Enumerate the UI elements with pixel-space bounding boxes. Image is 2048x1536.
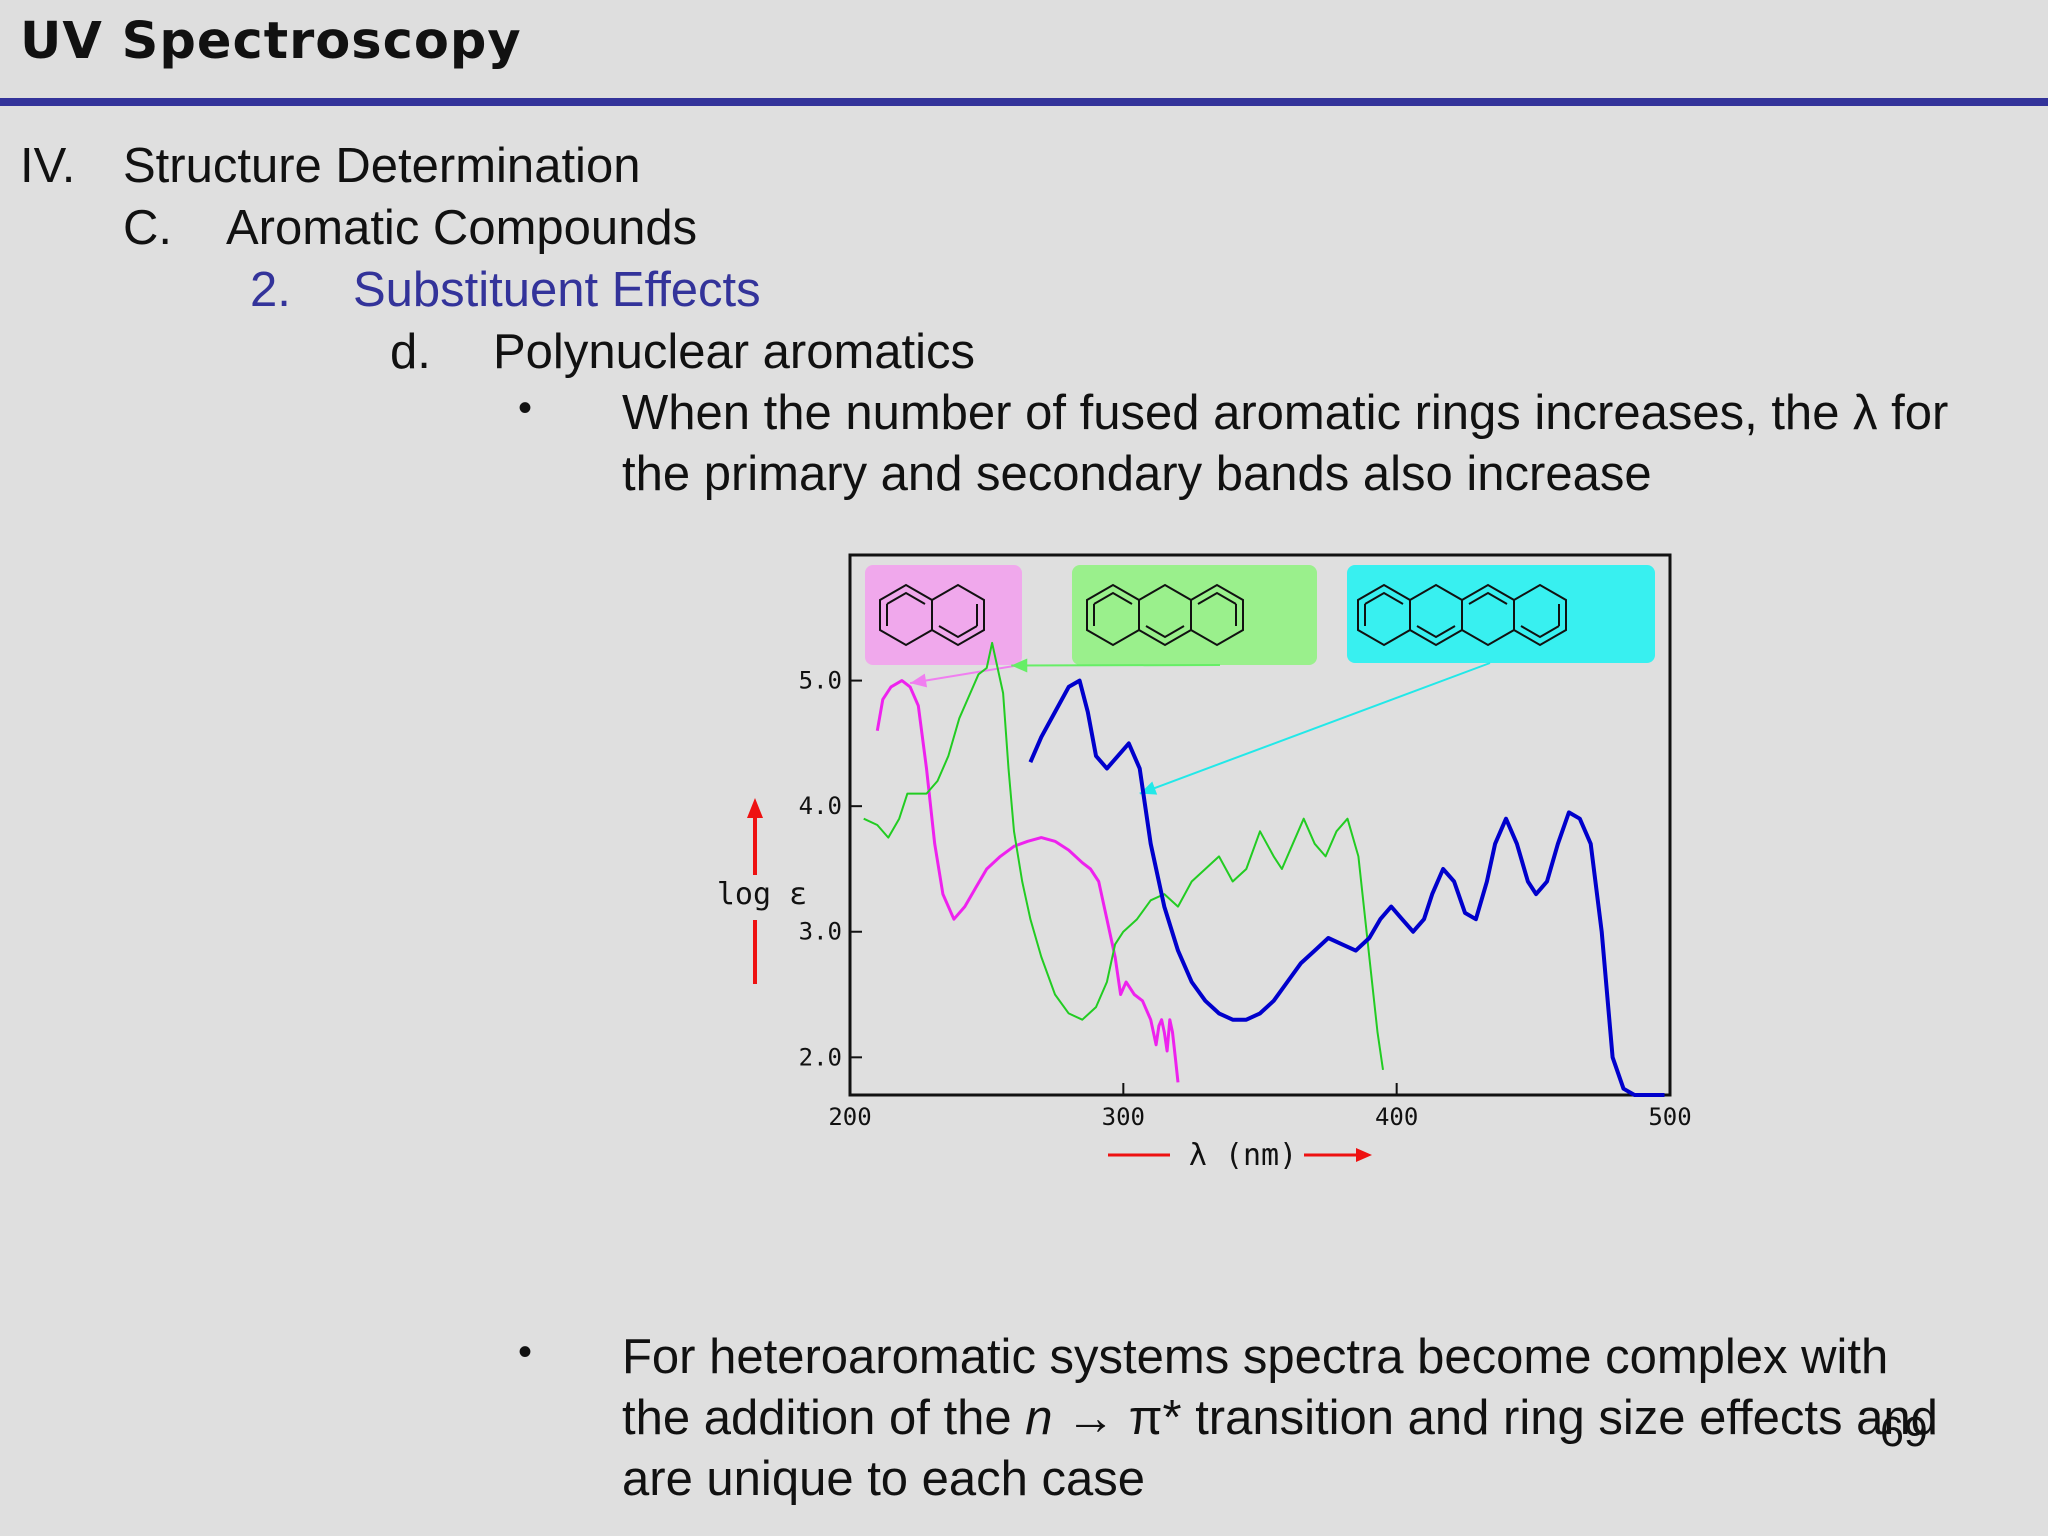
pointer-arrowhead-icon [910,673,928,688]
outline-level-4-text: Polynuclear aromatics [493,325,976,379]
bullet-line: the primary and secondary bands also inc… [622,447,1652,501]
pointer-arrows [909,658,1491,795]
header-rule [0,98,2048,106]
y-axis-arrowhead-icon [747,798,763,818]
bullet-line: the addition of the n → π* transition an… [622,1388,2022,1449]
page-number: 69 [1880,1408,1928,1456]
naphthalene-box [865,565,1022,665]
x-tick-label: 200 [828,1103,871,1131]
y-tick-label: 4.0 [799,792,842,820]
y-tick-label: 2.0 [799,1043,842,1071]
anthracene-box [1072,565,1317,665]
slide-header: UV Spectroscopy [0,0,2048,100]
y-tick-label: 3.0 [799,918,842,946]
bullet-line: are unique to each case [622,1452,1146,1506]
y-tick-label: 5.0 [799,667,842,695]
outline-level-4-number: d. [390,325,431,379]
bullet-line: For heteroaromatic systems spectra becom… [622,1330,1889,1384]
outline-level-1-number: IV. [20,139,76,193]
x-axis-ticks: 200 300 400 500 [828,1083,1692,1131]
spectrum-series [863,641,1665,1097]
bullet-text: For heteroaromatic systems spectra becom… [622,1327,2022,1510]
pointer-line [909,664,1021,685]
outline-level-2-text: Aromatic Compounds [226,201,698,255]
x-axis-arrowhead-icon [1356,1148,1372,1162]
x-tick-label: 500 [1648,1103,1691,1131]
outline-level-3-number: 2. [250,263,291,317]
pointer-line [1011,664,1221,667]
outline-level-3-text: Substituent Effects [353,263,761,317]
uv-spectra-figure: 200 300 400 500 2.0 3.0 4.0 5.0 λ (nm) log ε [717,553,1692,1173]
italic-n: n [1025,1391,1053,1445]
x-tick-label: 300 [1102,1103,1145,1131]
bullet-marker: • [518,1330,533,1374]
transition-arrow: → [1066,1391,1116,1445]
y-axis-label: log ε [717,877,807,912]
outline-level-1-text: Structure Determination [123,139,641,193]
tetracene-structure [1347,565,1655,663]
tetracene-box [1347,565,1655,663]
bullet-line: When the number of fused aromatic rings … [622,386,1949,440]
naphthalene-structure [865,565,1022,665]
bullet-marker: • [518,386,533,430]
y-axis-ticks: 2.0 3.0 4.0 5.0 [799,667,862,1071]
pointer-line [1139,662,1491,795]
slide-title: UV Spectroscopy [20,12,522,71]
pointer-arrowhead-icon [1011,658,1028,673]
spectrum-line-1 [875,679,1180,1083]
anthracene-structure [1072,565,1317,665]
x-tick-label: 400 [1375,1103,1418,1131]
spectrum-line-3 [1028,678,1665,1097]
spectrum-line-2 [863,641,1384,1071]
bullet-line-segment: π* transition and ring size effects and [1115,1391,1938,1445]
plot-frame [848,553,1672,1097]
outline-level-2-number: C. [123,201,172,255]
bullet-line-segment: the addition of the [622,1391,1026,1445]
x-axis-label: λ (nm) [1189,1138,1297,1173]
bullet-text: When the number of fused aromatic rings … [622,383,2022,505]
